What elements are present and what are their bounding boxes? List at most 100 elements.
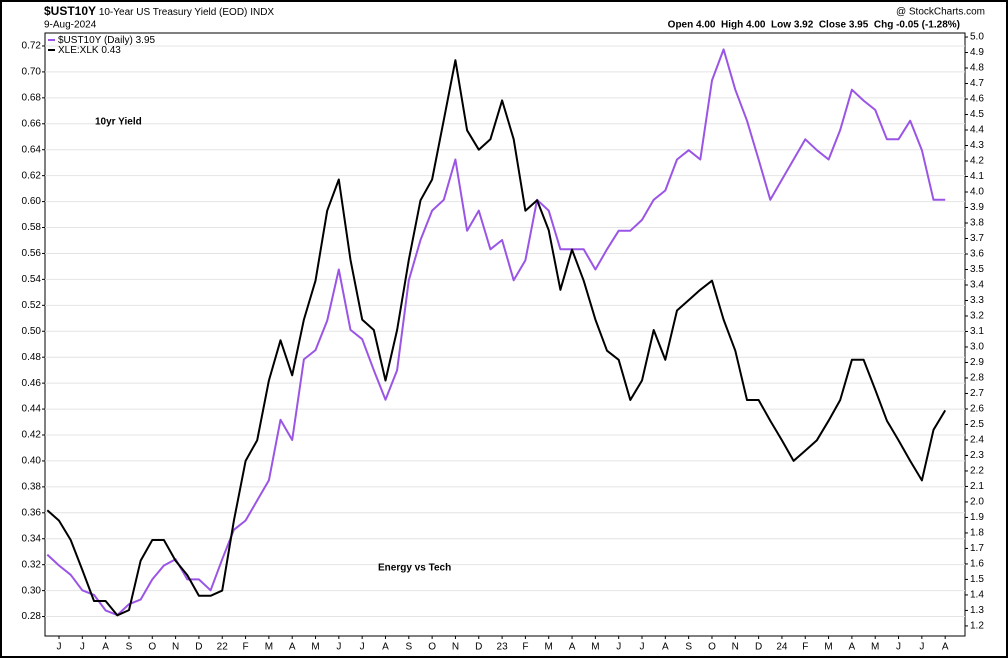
y-tick-label: 0.56 <box>22 248 42 259</box>
x-tick-label: A <box>849 642 856 653</box>
source: @ StockCharts.com <box>896 7 985 18</box>
y-tick-label: 0.52 <box>22 300 42 311</box>
y2-tick-label: 3.4 <box>970 280 984 291</box>
y2-tick-label: 1.9 <box>970 512 984 523</box>
x-tick-label: J <box>56 642 61 653</box>
x-tick-label: O <box>428 642 436 653</box>
y-tick-label: 0.44 <box>22 404 42 415</box>
y2-tick-label: 3.1 <box>970 326 984 337</box>
x-tick-label: J <box>336 642 341 653</box>
legend-entry: $UST10Y (Daily) 3.95 <box>58 35 156 46</box>
y-tick-label: 0.38 <box>22 482 42 493</box>
y-tick-label: 0.62 <box>22 170 42 181</box>
exchange: INDX <box>250 7 274 18</box>
y2-tick-label: 2.4 <box>970 435 984 446</box>
series-line <box>46 59 947 617</box>
y-tick-label: 0.64 <box>22 144 42 155</box>
y-tick-label: 0.30 <box>22 585 42 596</box>
y2-tick-label: 2.2 <box>970 466 984 477</box>
y2-tick-label: 2.9 <box>970 357 984 368</box>
y-tick-label: 0.54 <box>22 274 42 285</box>
legend-entry: XLE:XLK 0.43 <box>58 45 121 56</box>
x-tick-label: A <box>382 642 389 653</box>
x-tick-label: J <box>896 642 901 653</box>
annotation: 10yr Yield <box>95 117 142 128</box>
y2-tick-label: 4.6 <box>970 94 984 105</box>
y2-tick-label: 4.8 <box>970 63 984 74</box>
x-tick-label: O <box>708 642 716 653</box>
quote: Open 4.00 High 4.00 Low 3.92 Close 3.95 … <box>668 20 960 31</box>
annotation: Energy vs Tech <box>378 563 451 574</box>
y-tick-label: 0.40 <box>22 456 42 467</box>
y2-tick-label: 4.3 <box>970 140 984 151</box>
date: 9-Aug-2024 <box>44 20 97 31</box>
x-tick-label: J <box>919 642 924 653</box>
x-tick-label: F <box>522 642 528 653</box>
y2-tick-label: 4.0 <box>970 187 984 198</box>
y-tick-label: 0.60 <box>22 196 42 207</box>
x-tick-label: S <box>405 642 412 653</box>
legend-value: 3.95 <box>136 35 156 46</box>
x-tick-label: A <box>942 642 949 653</box>
y2-tick-label: 4.9 <box>970 47 984 58</box>
y2-tick-label: 1.7 <box>970 543 984 554</box>
x-tick-label: D <box>755 642 762 653</box>
y2-tick-label: 4.5 <box>970 109 984 120</box>
y2-tick-label: 2.6 <box>970 404 984 415</box>
x-tick-label: N <box>452 642 459 653</box>
x-tick-label: O <box>148 642 156 653</box>
x-tick-label: M <box>545 642 553 653</box>
header-left: $UST10Y 10-Year US Treasury Yield (EOD) … <box>44 4 274 18</box>
x-tick-label: A <box>569 642 576 653</box>
y-tick-label: 0.36 <box>22 507 42 518</box>
x-tick-label: 22 <box>217 642 229 653</box>
y-tick-label: 0.50 <box>22 326 42 337</box>
y2-tick-label: 4.4 <box>970 125 984 136</box>
x-tick-label: M <box>591 642 599 653</box>
y-tick-label: 0.70 <box>22 67 42 78</box>
y2-tick-label: 3.2 <box>970 311 984 322</box>
y2-tick-label: 1.8 <box>970 528 984 539</box>
x-tick-label: J <box>360 642 365 653</box>
x-tick-label: A <box>662 642 669 653</box>
x-tick-label: J <box>80 642 85 653</box>
x-tick-label: N <box>172 642 179 653</box>
x-tick-label: S <box>126 642 133 653</box>
y-tick-label: 0.28 <box>22 611 42 622</box>
x-tick-label: S <box>685 642 692 653</box>
y2-tick-label: 1.2 <box>970 621 984 632</box>
y2-tick-label: 2.5 <box>970 419 984 430</box>
y-tick-label: 0.68 <box>22 92 42 103</box>
y-tick-label: 0.72 <box>22 41 42 52</box>
y2-tick-label: 2.7 <box>970 388 984 399</box>
description: 10-Year US Treasury Yield (EOD) <box>99 7 248 18</box>
y2-tick-label: 3.3 <box>970 295 984 306</box>
legend-name: XLE:XLK <box>58 45 99 56</box>
y-tick-label: 0.34 <box>22 533 42 544</box>
y-tick-label: 0.32 <box>22 559 42 570</box>
y2-tick-label: 3.7 <box>970 233 984 244</box>
x-tick-label: A <box>102 642 109 653</box>
y2-tick-label: 1.5 <box>970 574 984 585</box>
x-tick-label: N <box>732 642 739 653</box>
series-line <box>46 48 946 617</box>
y-tick-label: 0.46 <box>22 378 42 389</box>
y2-tick-label: 1.6 <box>970 559 984 570</box>
x-tick-label: D <box>195 642 202 653</box>
y2-tick-label: 2.8 <box>970 373 984 384</box>
y2-tick-label: 3.8 <box>970 218 984 229</box>
y2-tick-label: 4.7 <box>970 78 984 89</box>
y-tick-label: 0.58 <box>22 222 42 233</box>
y2-tick-label: 3.0 <box>970 342 984 353</box>
y2-tick-label: 2.0 <box>970 497 984 508</box>
x-tick-label: F <box>243 642 249 653</box>
y2-tick-label: 4.1 <box>970 171 984 182</box>
x-tick-label: M <box>265 642 273 653</box>
y-tick-label: 0.48 <box>22 352 42 363</box>
x-tick-label: J <box>640 642 645 653</box>
y2-tick-label: 3.9 <box>970 202 984 213</box>
x-tick-label: 23 <box>497 642 509 653</box>
y-tick-label: 0.42 <box>22 430 42 441</box>
symbol: $UST10Y <box>44 4 96 18</box>
